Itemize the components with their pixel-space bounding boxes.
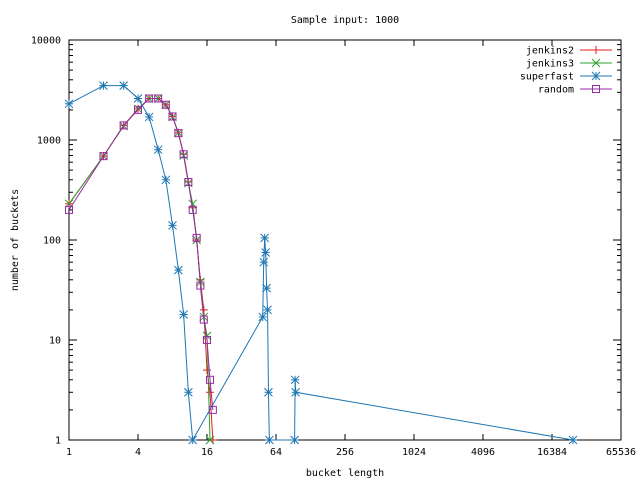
data-point-superfast bbox=[264, 387, 273, 397]
data-point-superfast bbox=[261, 248, 271, 257]
data-point-superfast bbox=[259, 257, 269, 267]
y-axis: 1 10 100 1000 10000 bbox=[31, 36, 621, 447]
series-jenkins3 bbox=[64, 94, 215, 445]
data-point-superfast bbox=[64, 99, 74, 109]
x-tick-label: 65536 bbox=[606, 447, 636, 458]
legend-marker-jenkins2 bbox=[592, 46, 600, 54]
data-point-random bbox=[119, 121, 128, 130]
y-tick-label: 1000 bbox=[37, 136, 61, 147]
data-point-random bbox=[161, 100, 170, 109]
y-tick-label: 100 bbox=[43, 236, 61, 247]
data-point-superfast bbox=[188, 435, 198, 445]
x-tick-label: 16 bbox=[201, 447, 213, 458]
series-superfast bbox=[64, 81, 578, 445]
series-jenkins2 bbox=[65, 94, 217, 444]
data-point-superfast bbox=[133, 94, 143, 103]
data-point-jenkins3 bbox=[202, 331, 212, 341]
y-tick-label: 10 bbox=[49, 336, 61, 347]
x-axis: 1 4 16 64 256 1024 4096 16384 65536 bbox=[66, 40, 636, 458]
x-tick-label: 4096 bbox=[471, 447, 495, 458]
data-point-random bbox=[208, 405, 217, 414]
data-point-superfast bbox=[262, 283, 271, 293]
data-point-superfast bbox=[290, 435, 299, 445]
series-line-jenkins3 bbox=[68, 98, 211, 441]
x-tick-label: 1 bbox=[66, 447, 72, 458]
legend-marker-jenkins3 bbox=[591, 58, 601, 68]
legend-label-random: random bbox=[538, 85, 574, 96]
data-point-random bbox=[179, 150, 188, 159]
y-tick-label: 1 bbox=[55, 436, 61, 447]
y-tick-label: 10000 bbox=[31, 36, 61, 47]
data-point-random bbox=[65, 205, 73, 214]
x-tick-label: 16384 bbox=[537, 447, 567, 458]
data-point-random bbox=[192, 233, 201, 242]
data-point-random bbox=[199, 315, 208, 324]
data-point-superfast bbox=[258, 312, 268, 322]
legend-marker-superfast bbox=[591, 71, 601, 81]
data-point-random bbox=[196, 281, 205, 290]
legend-label-superfast: superfast bbox=[520, 72, 574, 83]
x-axis-label: bucket length bbox=[306, 468, 384, 479]
data-point-random bbox=[203, 336, 211, 344]
chart-title: Sample input: 1000 bbox=[291, 15, 399, 26]
data-point-superfast bbox=[568, 435, 578, 445]
data-point-random bbox=[174, 129, 183, 138]
data-point-superfast bbox=[144, 112, 154, 122]
legend-label-jenkins3: jenkins3 bbox=[526, 59, 574, 70]
data-point-random bbox=[168, 112, 177, 121]
data-point-superfast bbox=[290, 375, 300, 385]
data-point-superfast bbox=[183, 387, 193, 397]
data-point-superfast bbox=[174, 265, 183, 275]
series-random bbox=[65, 94, 217, 414]
data-point-superfast bbox=[99, 81, 108, 90]
data-point-superfast bbox=[179, 310, 188, 319]
data-point-random bbox=[134, 105, 142, 114]
x-tick-label: 64 bbox=[270, 447, 282, 458]
data-point-random bbox=[184, 178, 193, 187]
series-line-superfast bbox=[68, 85, 574, 442]
legend: jenkins2 jenkins3 superfast random bbox=[520, 46, 612, 96]
data-point-superfast bbox=[260, 233, 270, 243]
legend-marker-random bbox=[592, 85, 600, 93]
data-point-jenkins2 bbox=[206, 388, 215, 397]
data-point-random bbox=[206, 375, 215, 384]
series-line-random bbox=[68, 98, 214, 410]
legend-label-jenkins2: jenkins2 bbox=[526, 46, 574, 57]
x-tick-label: 4 bbox=[135, 447, 141, 458]
x-tick-label: 256 bbox=[336, 447, 354, 458]
data-point-jenkins3 bbox=[205, 435, 215, 445]
data-point-random bbox=[145, 94, 154, 103]
series-layer bbox=[64, 81, 578, 445]
data-point-random bbox=[99, 152, 108, 161]
data-point-superfast bbox=[291, 387, 301, 397]
data-point-superfast bbox=[161, 175, 171, 185]
x-tick-label: 1024 bbox=[402, 447, 426, 458]
data-point-superfast bbox=[263, 305, 272, 315]
data-point-superfast bbox=[119, 81, 129, 90]
data-point-random bbox=[154, 94, 163, 103]
data-point-superfast bbox=[265, 435, 274, 445]
data-point-superfast bbox=[168, 221, 177, 230]
y-axis-label: number of buckets bbox=[10, 189, 21, 291]
plot-frame bbox=[68, 39, 622, 441]
data-point-random bbox=[188, 205, 197, 214]
data-point-superfast bbox=[153, 145, 163, 155]
